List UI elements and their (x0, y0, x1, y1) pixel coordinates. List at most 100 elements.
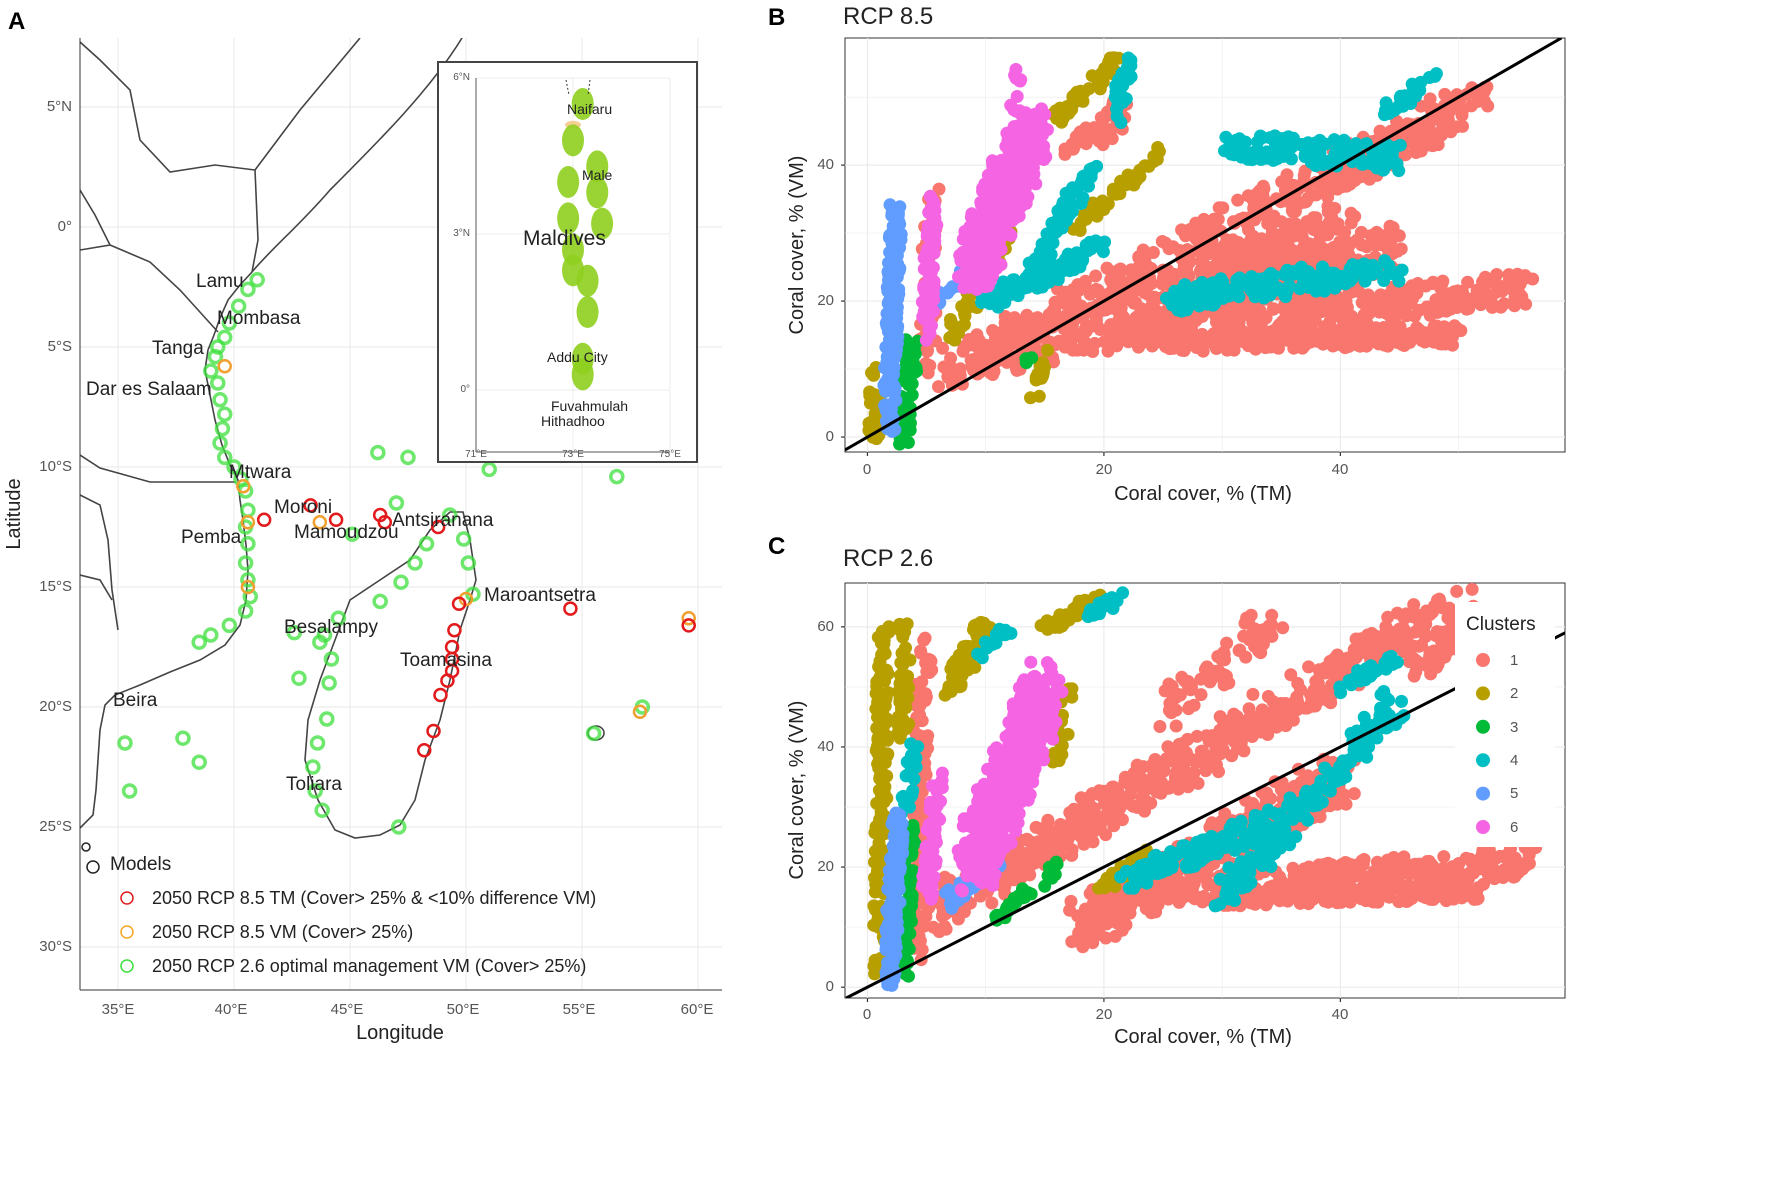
cluster-1-point (1437, 122, 1451, 136)
cluster-1-point (1195, 327, 1209, 341)
cluster-1-point (1419, 617, 1433, 631)
cluster-1-point (1321, 199, 1335, 213)
cluster-1-point (1098, 912, 1112, 925)
cluster-6-point (988, 191, 1002, 205)
cluster-4-point (1046, 236, 1060, 250)
cluster-1-point (1055, 822, 1069, 836)
cluster-6-point (988, 249, 1002, 263)
cluster-4-point (1313, 146, 1327, 160)
cluster-1-point (1342, 238, 1356, 252)
cluster-6-point (1021, 120, 1035, 134)
cluster-1-point (1154, 786, 1168, 800)
cluster-1-point (1450, 321, 1464, 335)
cluster-1-point (1266, 302, 1280, 316)
cluster-1-point (1347, 787, 1361, 801)
cluster-6-point (1007, 103, 1021, 117)
cluster-4-point (1110, 102, 1124, 116)
cluster-4-point (1177, 290, 1191, 304)
cluster-1-point (1344, 325, 1358, 339)
map-site-marker (307, 783, 323, 799)
map-site-marker (303, 498, 318, 513)
map-site-marker (240, 572, 256, 588)
cluster-1-point (1449, 285, 1463, 299)
cluster-1-point (1342, 248, 1356, 262)
cluster-6-point (976, 181, 990, 195)
cluster-1-point (1371, 881, 1384, 894)
cluster-1-point (1247, 201, 1261, 215)
cluster-1-point (1339, 177, 1352, 191)
inset-atoll-marker (557, 166, 580, 198)
cluster-4-point (1251, 143, 1265, 157)
cluster-1-point (1180, 339, 1194, 353)
cluster-6-point (1005, 195, 1019, 209)
cluster-1-point (1284, 668, 1298, 682)
cluster-1-point (1129, 311, 1143, 325)
cluster-1-point (1301, 769, 1315, 783)
cluster-4-point (1267, 284, 1281, 298)
cluster-1-point (1227, 707, 1241, 721)
cluster-1-point (1117, 910, 1131, 923)
inset-atoll-marker (586, 176, 609, 209)
cluster-1-point (1402, 891, 1416, 905)
map-site-marker (609, 468, 625, 485)
cluster-5-point (886, 345, 899, 359)
cluster-1-point (1204, 225, 1218, 239)
cluster-1-point (1089, 309, 1103, 323)
cluster-4-point (1293, 282, 1307, 296)
inset-atoll-marker (591, 207, 614, 240)
cluster-1-point (946, 372, 959, 386)
legend-orange-circle-icon (120, 925, 134, 939)
map-site-marker (216, 449, 233, 466)
map-site-marker (216, 329, 233, 346)
inset-atoll-marker (562, 124, 584, 157)
cluster-1-point (1087, 802, 1101, 816)
cluster-1-point (1189, 232, 1203, 246)
cluster-1-point (1260, 327, 1274, 340)
cluster-4-point (1030, 281, 1044, 295)
cluster-1-point (1485, 297, 1499, 310)
cluster-1-point (957, 339, 971, 353)
cluster-1-point (1348, 173, 1362, 187)
cluster-1-point (1185, 321, 1198, 335)
cluster-1-point (1177, 260, 1191, 273)
cluster-1-point (1129, 295, 1142, 309)
cluster-1-point (1104, 273, 1118, 287)
cluster-1-point (1065, 848, 1079, 862)
cluster-6-point (958, 245, 972, 259)
cluster-1-point (1242, 711, 1256, 725)
cluster-4-point (1114, 116, 1128, 129)
cluster-6-point (922, 291, 936, 305)
cluster-4-point (1244, 283, 1258, 297)
cluster-1-point (1028, 856, 1042, 870)
cluster-1-point (1433, 595, 1447, 609)
cluster-1-point (1515, 290, 1529, 304)
country-borders (80, 38, 361, 631)
cluster-1-point (1048, 310, 1062, 324)
cluster-4-point (1036, 250, 1050, 264)
cluster-4-point (1269, 138, 1282, 152)
map-site-marker (212, 435, 228, 451)
cluster-1-point (1307, 295, 1321, 309)
cluster-1-point (1262, 883, 1276, 897)
cluster-1-point (1255, 232, 1269, 246)
map-site-marker (240, 281, 256, 298)
map-site-marker (681, 610, 696, 626)
cluster-1-point (1281, 227, 1295, 241)
cluster-1-point (1089, 269, 1103, 283)
cluster-1-point (1302, 660, 1316, 674)
cluster-1-point (1297, 169, 1311, 182)
cluster-1-point (976, 886, 990, 900)
cluster-2-point (1041, 343, 1054, 357)
cluster-1-point (1331, 217, 1345, 231)
cluster-1-point (1010, 361, 1024, 375)
cluster-1-point (1034, 840, 1048, 854)
cluster-1-point (1061, 832, 1075, 846)
cluster-1-point (1420, 855, 1434, 868)
inset-atoll-marker (562, 254, 584, 287)
cluster-1-point (1130, 262, 1144, 276)
cluster-3-point (901, 370, 915, 384)
cluster-2-point (959, 303, 973, 317)
cluster-6-point (993, 204, 1007, 218)
cluster-5-point (887, 311, 901, 325)
cluster-1-point (1497, 297, 1511, 311)
